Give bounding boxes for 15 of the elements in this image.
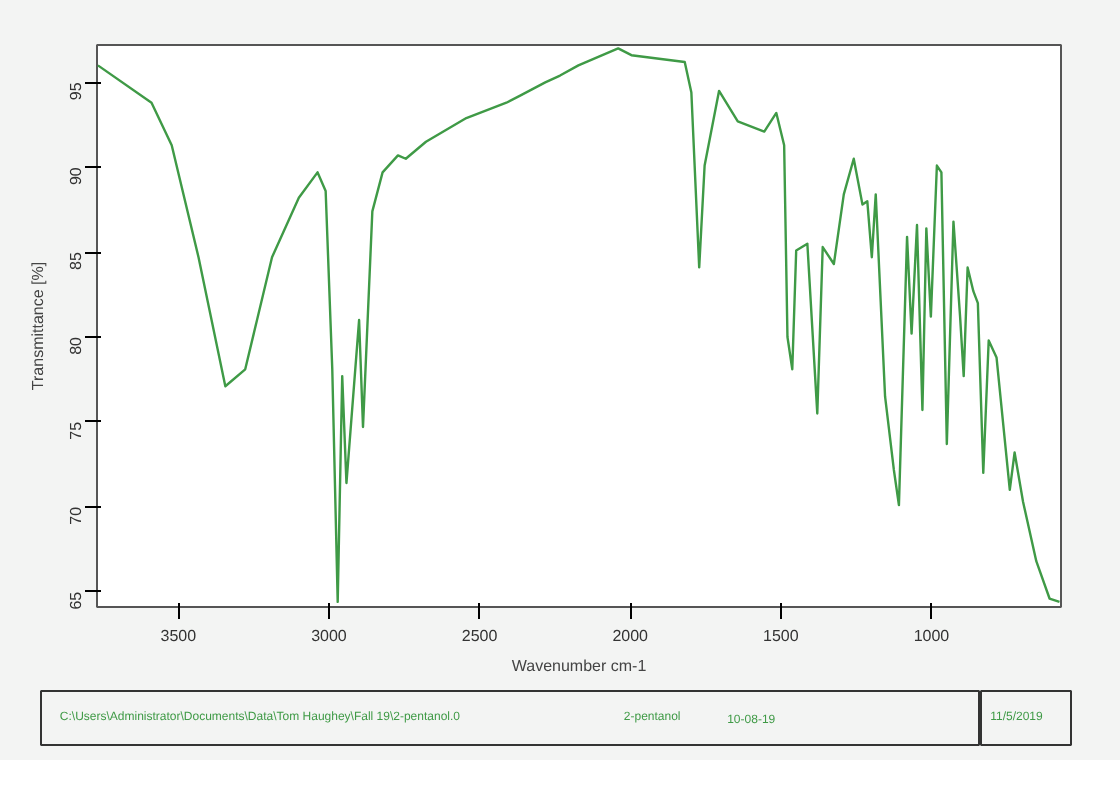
y-tick-label: 95: [67, 81, 85, 101]
y-tick-label: 75: [67, 420, 85, 440]
y-tick-label: 85: [67, 251, 85, 270]
y-axis-title: Transmittance [%]: [29, 261, 47, 391]
x-tick-label: 1500: [763, 627, 800, 645]
y-tick-label: 65: [67, 590, 85, 610]
x-tick-label: 2500: [461, 627, 499, 645]
x-tick-label: 1000: [913, 627, 951, 645]
x-tick-label: 3500: [160, 627, 198, 645]
y-tick-label: 80: [67, 335, 85, 355]
y-tick-label: 70: [67, 505, 85, 525]
y-tick-label: 90: [67, 166, 85, 186]
x-tick-label: 3000: [311, 627, 348, 645]
x-tick-label: 2000: [612, 627, 650, 645]
x-axis-title: Wavenumber cm-1: [511, 657, 648, 675]
